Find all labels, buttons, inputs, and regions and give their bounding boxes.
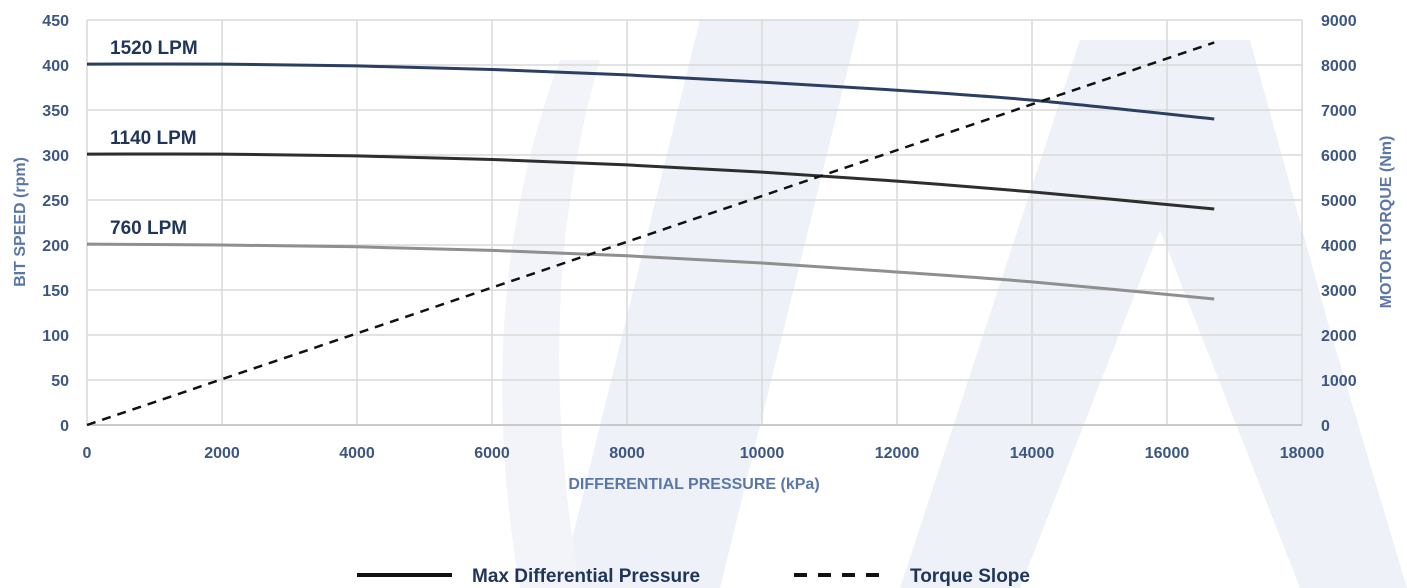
series-line bbox=[86, 41, 1215, 427]
x-tick-label: 0 bbox=[83, 445, 92, 462]
x-tick-label: 4000 bbox=[339, 445, 375, 462]
left-tick-label: 200 bbox=[42, 238, 69, 255]
right-tick-label: 7000 bbox=[1321, 103, 1357, 120]
legend-dashed-label: Torque Slope bbox=[910, 566, 1030, 587]
right-tick-label: 0 bbox=[1321, 418, 1330, 435]
right-axis-title: MOTOR TORQUE (Nm) bbox=[1378, 136, 1395, 309]
right-axis-ticks: 0 1000 2000 3000 4000 5000 6000 7000 8000 9000 bbox=[1321, 13, 1357, 435]
x-tick-label: 6000 bbox=[474, 445, 510, 462]
left-tick-label: 300 bbox=[42, 148, 69, 165]
left-tick-label: 450 bbox=[42, 13, 69, 30]
left-axis-title: BIT SPEED (rpm) bbox=[12, 157, 29, 287]
x-tick-label: 8000 bbox=[609, 445, 645, 462]
left-tick-label: 400 bbox=[42, 58, 69, 75]
x-tick-label: 14000 bbox=[1010, 445, 1055, 462]
left-tick-label: 250 bbox=[42, 193, 69, 210]
right-tick-label: 3000 bbox=[1321, 283, 1357, 300]
series-line bbox=[86, 152, 1215, 211]
right-tick-label: 2000 bbox=[1321, 328, 1357, 345]
right-tick-label: 4000 bbox=[1321, 238, 1357, 255]
left-tick-label: 50 bbox=[51, 373, 69, 390]
series-labels: 1520 LPM 1140 LPM 760 LPM bbox=[110, 38, 198, 239]
x-tick-label: 16000 bbox=[1145, 445, 1190, 462]
x-tick-label: 12000 bbox=[875, 445, 920, 462]
watermark-stroke-left bbox=[560, 20, 860, 588]
watermark-logo bbox=[502, 20, 1407, 588]
left-tick-label: 350 bbox=[42, 103, 69, 120]
right-tick-label: 8000 bbox=[1321, 58, 1357, 75]
right-tick-label: 1000 bbox=[1321, 373, 1357, 390]
series-label: 1140 LPM bbox=[110, 128, 197, 149]
x-axis-ticks: 0 2000 4000 6000 8000 10000 12000 14000 16000 180… bbox=[83, 445, 1325, 462]
series-line bbox=[86, 242, 1215, 301]
right-tick-label: 9000 bbox=[1321, 13, 1357, 30]
watermark-stroke-right bbox=[900, 40, 1407, 588]
watermark-arc bbox=[502, 60, 600, 588]
right-tick-label: 6000 bbox=[1321, 148, 1357, 165]
legend-solid-label: Max Differential Pressure bbox=[472, 566, 700, 587]
series-lines bbox=[86, 41, 1215, 427]
left-tick-label: 0 bbox=[60, 418, 69, 435]
legend: Max Differential Pressure Torque Slope bbox=[357, 566, 1030, 587]
x-tick-label: 2000 bbox=[204, 445, 240, 462]
left-axis-ticks: 0 50 100 150 200 250 300 350 400 450 bbox=[42, 13, 69, 435]
x-axis-title: DIFFERENTIAL PRESSURE (kPa) bbox=[568, 476, 819, 493]
right-tick-label: 5000 bbox=[1321, 193, 1357, 210]
left-tick-label: 100 bbox=[42, 328, 69, 345]
left-tick-label: 150 bbox=[42, 283, 69, 300]
series-label: 1520 LPM bbox=[110, 38, 198, 59]
series-line bbox=[86, 62, 1215, 121]
x-tick-label: 10000 bbox=[740, 445, 785, 462]
x-tick-label: 18000 bbox=[1280, 445, 1325, 462]
series-label: 760 LPM bbox=[110, 218, 187, 239]
